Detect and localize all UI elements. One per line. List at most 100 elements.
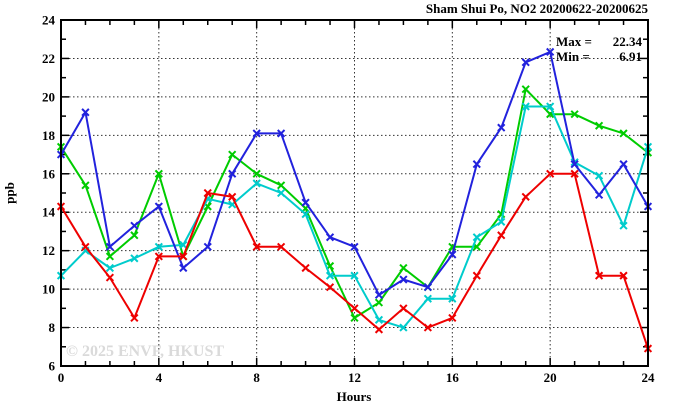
- data-point-marker: [179, 263, 188, 273]
- data-point-marker: [448, 250, 457, 259]
- data-point-marker: [301, 198, 310, 207]
- data-point-marker: [325, 233, 335, 242]
- data-point-marker: [594, 171, 604, 180]
- data-point-marker: [619, 160, 628, 169]
- data-point-marker: [252, 242, 261, 251]
- data-point-marker: [619, 271, 628, 280]
- data-point-marker: [399, 323, 408, 332]
- data-point-marker: [81, 242, 90, 251]
- x-tick-label: 8: [253, 370, 260, 385]
- data-point-marker: [472, 160, 481, 169]
- legend-min-value: 6.91: [619, 49, 642, 64]
- data-point-marker: [570, 110, 579, 119]
- data-point-marker: [81, 181, 90, 190]
- y-tick-label: 8: [49, 320, 56, 335]
- x-tick-label: 24: [642, 370, 656, 385]
- plot-border: [60, 19, 649, 367]
- chart-title: Sham Shui Po, NO2 20200622-20200625: [426, 1, 649, 16]
- data-point-marker: [619, 129, 628, 138]
- y-tick-label: 16: [42, 166, 56, 181]
- tick-label-layer: 6 8 10 12 14 16 18 20 22 24 0 4 8 12 16 20 24: [42, 13, 655, 386]
- grid-layer: [61, 20, 648, 366]
- data-point-marker: [154, 252, 163, 261]
- data-point-marker: [521, 58, 530, 67]
- data-point-marker: [423, 283, 432, 292]
- data-point-marker: [105, 263, 115, 273]
- data-point-marker: [374, 298, 384, 307]
- x-tick-label: 20: [544, 370, 557, 385]
- data-point-marker: [252, 129, 261, 138]
- data-point-marker: [399, 263, 408, 273]
- data-point-marker: [277, 129, 286, 138]
- data-point-marker: [277, 188, 286, 198]
- data-point-marker: [130, 254, 139, 263]
- y-tick-label: 14: [42, 205, 56, 220]
- data-point-marker: [423, 323, 432, 332]
- data-point-marker: [497, 231, 506, 240]
- data-point-marker: [472, 233, 481, 242]
- data-point-marker: [619, 221, 628, 230]
- data-point-marker: [301, 263, 310, 273]
- legend-max-label: Max =: [556, 34, 592, 49]
- data-point-marker: [325, 283, 335, 292]
- data-point-marker: [277, 242, 286, 251]
- data-point-marker: [350, 304, 359, 313]
- data-point-marker: [81, 108, 90, 117]
- series-layer: [56, 47, 653, 353]
- data-point-marker: [154, 202, 163, 211]
- data-point-marker: [252, 169, 261, 178]
- data-point-marker: [399, 304, 408, 313]
- data-point-marker: [472, 271, 481, 280]
- data-point-marker: [448, 313, 457, 323]
- data-point-marker: [448, 294, 457, 303]
- x-axis-label: Hours: [337, 389, 372, 404]
- legend-max-value: 22.34: [613, 34, 643, 49]
- data-point-marker: [594, 271, 604, 280]
- data-point-marker: [179, 240, 188, 250]
- data-point-marker: [594, 121, 604, 130]
- data-point-marker: [130, 231, 139, 240]
- data-point-marker: [350, 271, 359, 280]
- y-tick-label: 12: [42, 243, 55, 258]
- data-point-marker: [105, 252, 115, 261]
- data-point-marker: [546, 102, 555, 111]
- data-point-marker: [546, 169, 555, 178]
- data-point-marker: [105, 273, 115, 282]
- y-tick-label: 6: [49, 359, 56, 374]
- data-point-marker: [374, 315, 384, 324]
- y-tick-label: 24: [42, 13, 56, 28]
- data-point-marker: [179, 252, 188, 261]
- data-point-marker: [521, 192, 530, 201]
- series-cyan: [56, 102, 653, 332]
- data-point-marker: [570, 160, 579, 169]
- y-axis-label: ppb: [2, 182, 17, 204]
- data-point-marker: [252, 179, 261, 188]
- y-tick-label: 10: [42, 282, 55, 297]
- data-point-marker: [521, 85, 530, 94]
- data-point-marker: [570, 169, 579, 178]
- data-point-marker: [228, 150, 237, 159]
- x-tick-label: 12: [348, 370, 361, 385]
- y-tick-label: 18: [42, 128, 56, 143]
- data-point-marker: [203, 188, 212, 198]
- data-point-marker: [130, 221, 139, 230]
- data-point-marker: [350, 242, 359, 251]
- legend-min-label: Min =: [556, 49, 590, 64]
- data-point-marker: [374, 290, 384, 299]
- x-tick-label: 16: [446, 370, 460, 385]
- data-point-marker: [423, 294, 432, 303]
- data-point-marker: [277, 181, 286, 190]
- data-point-marker: [350, 313, 359, 323]
- x-tick-label: 0: [58, 370, 65, 385]
- data-point-marker: [497, 123, 506, 132]
- data-point-marker: [228, 169, 237, 178]
- data-point-marker: [399, 275, 408, 284]
- data-point-marker: [497, 217, 506, 226]
- data-point-marker: [130, 313, 139, 323]
- y-tick-label: 20: [42, 89, 55, 104]
- x-tick-label: 4: [156, 370, 163, 385]
- data-point-marker: [154, 242, 163, 251]
- data-point-marker: [521, 102, 530, 111]
